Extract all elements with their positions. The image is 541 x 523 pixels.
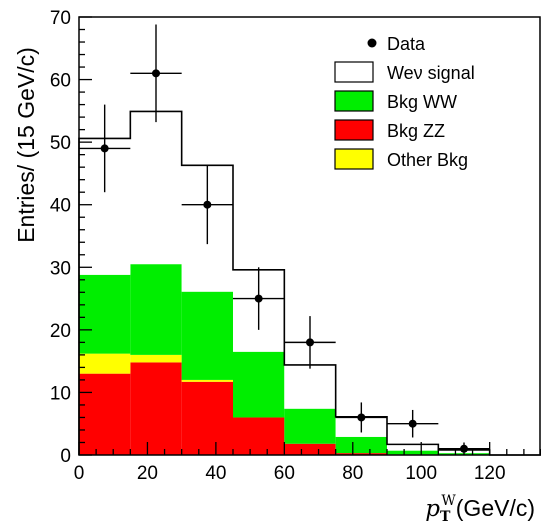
- data-point: [181, 165, 233, 245]
- bar-0-2: [181, 381, 233, 455]
- x-axis-symbol: p: [425, 496, 440, 522]
- legend: Data Weν signal Bkg WW Bkg ZZ Other Bkg: [334, 34, 475, 170]
- legend-item: Bkg WW: [334, 90, 457, 112]
- bar-1-1: [130, 354, 182, 363]
- bar-3-4: [284, 364, 336, 409]
- data-points: [79, 24, 490, 455]
- x-axis-unit: (GeV/c): [456, 495, 535, 521]
- data-marker: [306, 338, 314, 347]
- legend-swatch: [334, 148, 374, 170]
- y-tick-label: 70: [50, 8, 71, 29]
- y-tick-label: 10: [50, 383, 71, 404]
- bar-3-1: [130, 111, 182, 265]
- legend-label: Data: [387, 34, 426, 54]
- legend-item: Bkg ZZ: [334, 119, 445, 141]
- data-point: [284, 316, 336, 369]
- bar-0-4: [284, 443, 336, 455]
- y-tick-label: 50: [50, 133, 71, 154]
- bar-0-5: [335, 453, 387, 455]
- bar-2-6: [387, 450, 439, 455]
- x-tick-label: 40: [205, 463, 226, 484]
- legend-marker: [367, 38, 377, 48]
- data-marker: [357, 413, 366, 422]
- bar-1-2: [181, 379, 233, 382]
- legend-swatch: [334, 61, 374, 83]
- x-tick-label: 80: [342, 463, 363, 484]
- bar-3-6: [387, 444, 439, 451]
- y-tick-label: 20: [50, 321, 71, 342]
- bar-2-1: [130, 264, 182, 355]
- data-point: [438, 442, 490, 455]
- y-tick-label: 30: [50, 258, 71, 279]
- data-marker: [203, 200, 212, 209]
- data-point: [335, 402, 387, 433]
- data-point: [233, 267, 285, 330]
- x-axis-title: pTW(GeV/c): [425, 493, 535, 523]
- data-point: [130, 24, 182, 123]
- legend-item: Data: [367, 34, 426, 54]
- y-tick-label: 60: [50, 71, 71, 92]
- y-tick-label: 0: [60, 446, 71, 467]
- x-tick-label: 100: [405, 463, 437, 484]
- stacked-bars: [78, 110, 541, 456]
- y-tick-label: 40: [50, 196, 71, 217]
- y-axis-title: Entries/ (15 GeV/c): [13, 47, 39, 243]
- bar-0-1: [130, 362, 182, 455]
- data-marker: [460, 444, 468, 453]
- bar-2-0: [79, 274, 131, 354]
- data-point: [387, 409, 439, 438]
- x-axis-superscript: W: [441, 493, 456, 509]
- bar-2-4: [284, 408, 336, 444]
- bar-2-2: [181, 291, 233, 380]
- data-point: [79, 104, 131, 193]
- legend-swatch: [334, 119, 374, 141]
- legend-label: Bkg WW: [387, 92, 457, 112]
- data-marker: [254, 294, 263, 303]
- legend-item: Other Bkg: [334, 148, 468, 170]
- legend-swatch: [334, 90, 374, 112]
- x-axis-subscript: T: [440, 509, 451, 523]
- bar-2-5: [335, 436, 387, 454]
- plot-frame: [78, 16, 541, 456]
- bar-2-3: [233, 351, 285, 418]
- bar-1-0: [79, 353, 131, 374]
- legend-label: Other Bkg: [387, 150, 468, 170]
- bar-0-3: [233, 417, 285, 455]
- x-tick-label: 0: [74, 463, 85, 484]
- data-marker: [100, 144, 109, 153]
- data-marker: [408, 419, 417, 428]
- legend-label: Weν signal: [387, 63, 475, 83]
- x-tick-label: 120: [474, 463, 506, 484]
- bar-0-0: [79, 373, 131, 455]
- x-tick-label: 60: [274, 463, 295, 484]
- data-marker: [152, 69, 160, 78]
- legend-item: Weν signal: [334, 61, 475, 83]
- axis-ticks: 0 10 20 30 40 50 60 70 0 20 40 60 80 100 120: [50, 8, 541, 484]
- legend-label: Bkg ZZ: [387, 121, 445, 141]
- x-tick-label: 20: [137, 463, 158, 484]
